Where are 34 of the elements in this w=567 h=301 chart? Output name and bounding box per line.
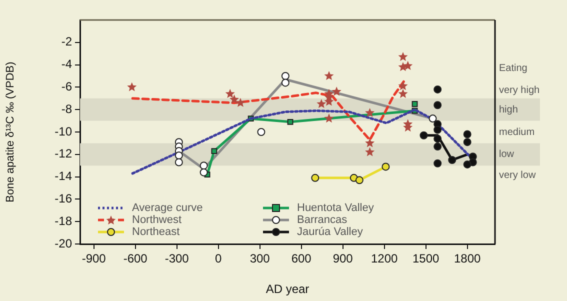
x-tick-label: 600 [291,252,312,266]
x-tick-label: 1800 [454,252,482,266]
x-tick-label: -600 [123,252,148,266]
text: very low [499,170,536,181]
x-tick-label: 1200 [370,252,398,266]
x-tick-label: 900 [332,252,354,266]
y-tick-label: -8 [61,102,72,116]
x-axis-title: AD year [266,282,310,296]
x-tick-label: 1500 [412,252,440,266]
band-label: high [499,104,518,116]
y-tick-label: -4 [61,57,72,72]
legend-label: Average curve [132,202,203,214]
legend-label: Jaurúa Valley [297,226,363,238]
text: very high [499,84,540,96]
legend-label: Northwest [132,214,182,226]
y-tick-label: -18 [54,214,72,228]
legend-label: Barrancas [297,214,348,226]
y-tick-label: -6 [61,80,72,94]
y-tick-label: -16 [54,192,72,206]
y-tick-label: -10 [54,124,72,138]
text: Eating [499,62,528,74]
y-tick-label: -14 [54,169,72,184]
text: medium [499,126,535,138]
x-tick-label: -900 [82,252,106,266]
x-tick-label: 300 [250,252,270,266]
x-tick-label: -300 [164,252,190,266]
y-tick-label: -12 [54,146,72,161]
legend-label: Northeast [132,226,180,238]
y-tick-label: -20 [54,236,72,250]
band-label: low [499,149,515,160]
y-axis-title: Bone apatite δ¹³C ‰ (VPDB) [4,62,17,202]
x-tick-label: 0 [214,252,222,266]
legend-label: Huentota Valley [297,202,374,214]
y-tick-label: -2 [61,34,72,49]
